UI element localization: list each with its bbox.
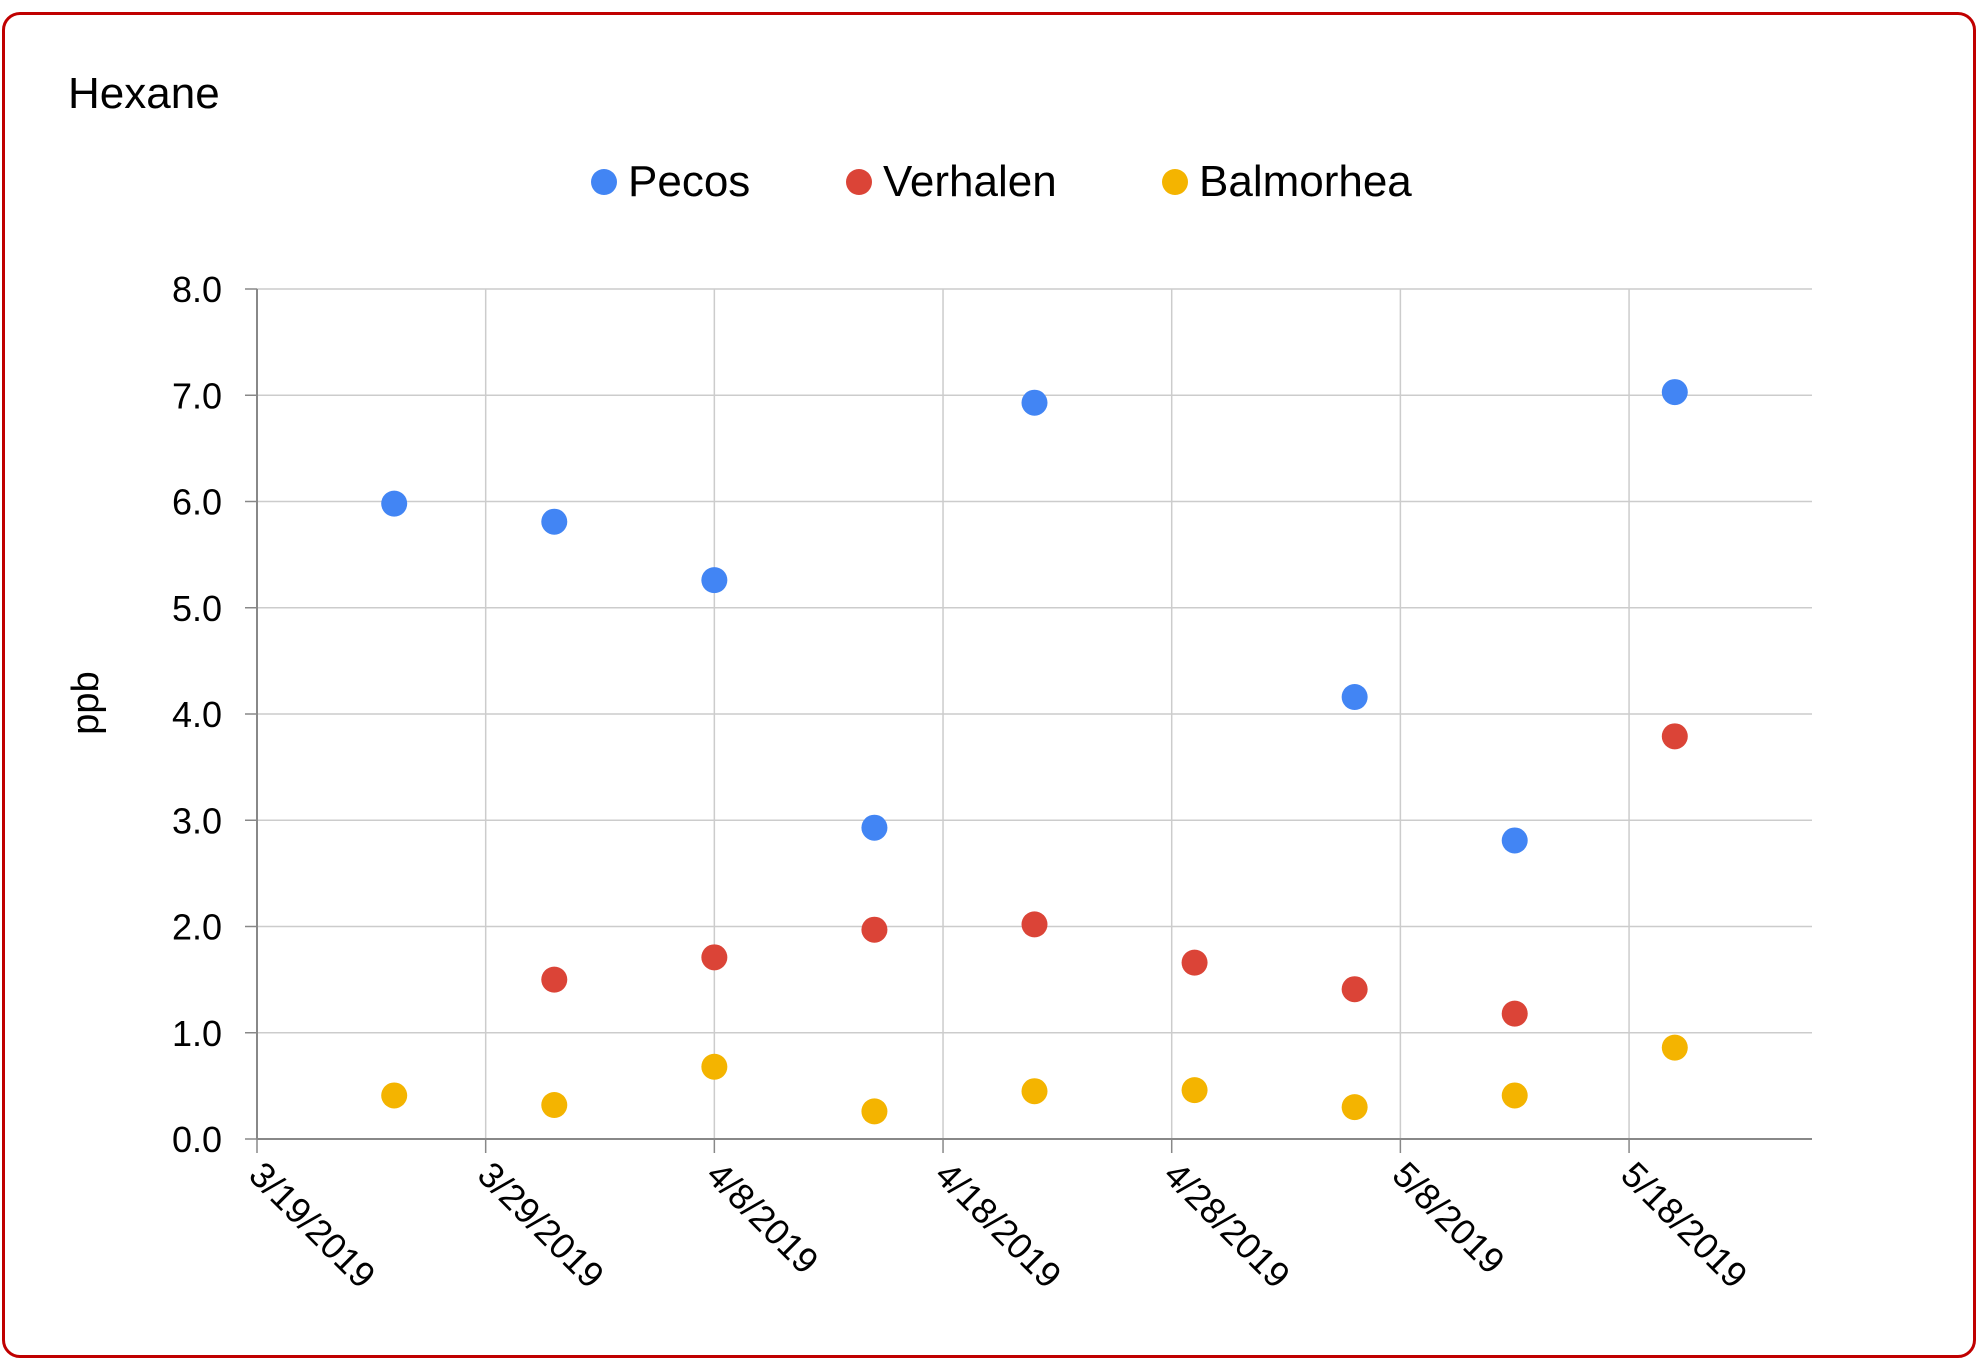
verhalen-point [1661,723,1688,750]
y-tick-label: 5.0 [172,588,222,629]
axes [245,288,1812,1153]
y-tick-label: 0.0 [172,1119,222,1160]
verhalen-point [861,916,888,943]
pecos-point [861,814,888,841]
gridlines [257,288,1812,1139]
balmorhea-point [1501,1082,1528,1109]
balmorhea-point [1341,1094,1368,1121]
y-tick-label: 1.0 [172,1013,222,1054]
balmorhea-point [1661,1034,1688,1061]
x-tick-labels: 3/19/2019 3/29/2019 4/8/2019 4/18/2019 4/28/… [241,1154,1755,1296]
balmorhea-point [861,1098,888,1125]
legend-marker-balmorhea [1162,169,1188,195]
legend-label-verhalen: Verhalen [883,157,1057,206]
pecos-point [1661,379,1688,406]
balmorhea-point [701,1053,728,1080]
y-tick-label: 6.0 [172,482,222,523]
pecos-point [1501,827,1528,854]
x-tick-label: 3/19/2019 [241,1154,383,1296]
legend: Pecos Verhalen Balmorhea [591,157,1412,206]
balmorhea-point [381,1082,408,1109]
y-axis-label: ppb [65,671,107,734]
legend-label-balmorhea: Balmorhea [1199,157,1412,206]
pecos-point [701,567,728,594]
verhalen-point [541,966,568,993]
verhalen-point [701,944,728,971]
y-tick-label: 8.0 [172,269,222,310]
balmorhea-point [1181,1077,1208,1104]
balmorhea-point [541,1092,568,1118]
balmorhea-point [1021,1078,1048,1105]
y-tick-label: 7.0 [172,375,222,416]
x-tick-label: 3/29/2019 [470,1154,612,1296]
legend-marker-verhalen [846,169,872,195]
verhalen-point [1341,976,1368,1003]
data-points [381,379,1688,1125]
legend-label-pecos: Pecos [628,157,750,206]
verhalen-point [1021,911,1048,938]
y-tick-label: 2.0 [172,907,222,948]
x-tick-label: 4/18/2019 [927,1154,1069,1296]
y-tick-labels: 0.0 1.0 2.0 3.0 4.0 5.0 6.0 7.0 8.0 [172,269,222,1160]
x-tick-label: 4/8/2019 [699,1154,827,1282]
legend-marker-pecos [591,169,617,195]
x-tick-label: 4/28/2019 [1156,1154,1298,1296]
y-tick-label: 4.0 [172,694,222,735]
verhalen-point [1501,1000,1528,1027]
pecos-point [541,508,568,535]
chart-frame [2,12,1976,1358]
pecos-point [1021,389,1048,416]
x-tick-label: 5/8/2019 [1385,1154,1513,1282]
y-tick-label: 3.0 [172,800,222,841]
pecos-point [381,490,408,517]
pecos-point [1341,684,1368,710]
x-tick-label: 5/18/2019 [1613,1154,1755,1296]
chart-title: Hexane [68,69,220,118]
verhalen-point [1181,949,1208,976]
